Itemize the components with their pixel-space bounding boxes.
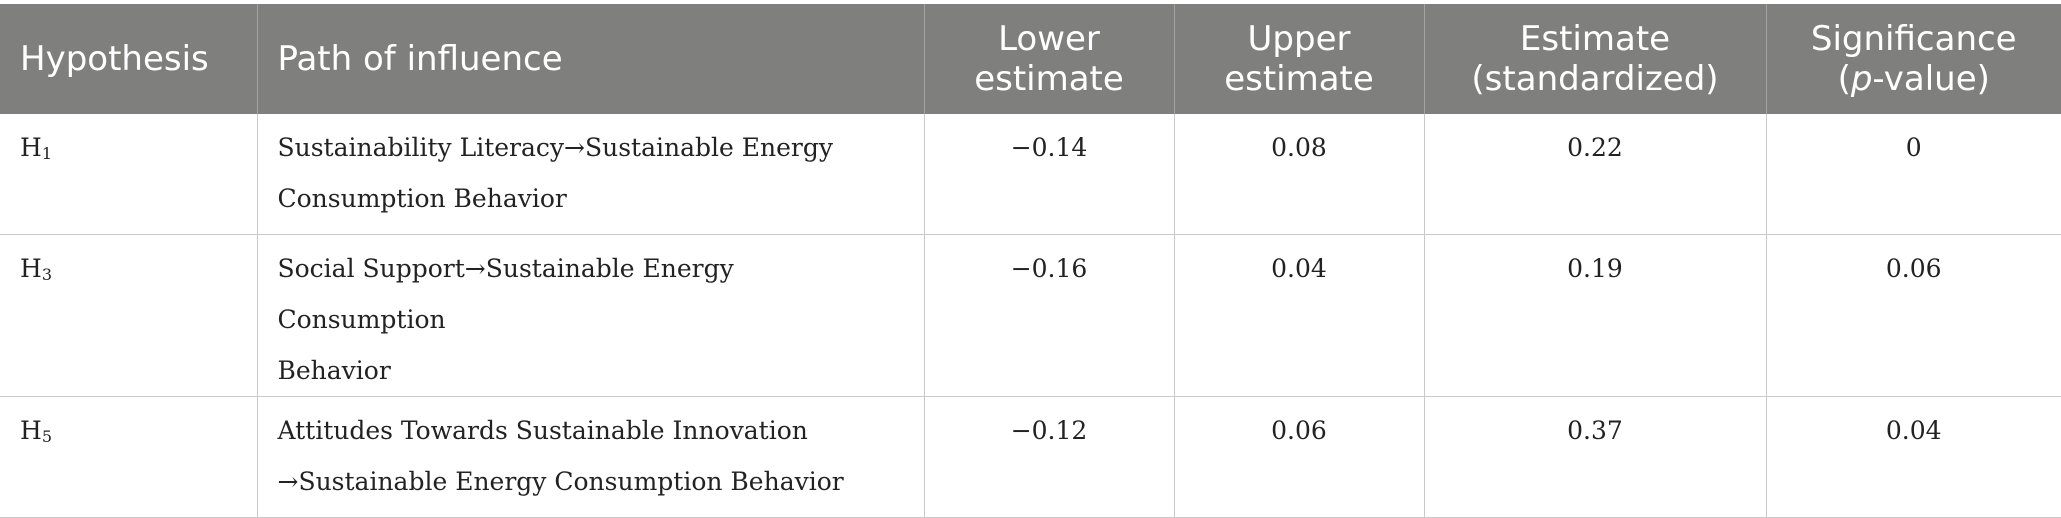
cell-estimate: 0.37 — [1424, 396, 1767, 518]
path-line1: Social Support→Sustainable Energy Consum… — [277, 254, 734, 334]
cell-lower: −0.14 — [924, 114, 1175, 235]
cell-upper: 0.06 — [1174, 396, 1425, 518]
header-estimate-standardized: Estimate (standardized) — [1424, 4, 1767, 114]
header-sig-line2: (p-value) — [1787, 59, 2042, 99]
header-sig-line1: Significance — [1810, 19, 2017, 59]
cell-path: Social Support→Sustainable Energy Consum… — [257, 234, 925, 397]
header-upper-estimate: Upper estimate — [1174, 4, 1425, 114]
cell-lower: −0.12 — [924, 396, 1175, 518]
hyp-subscript: 1 — [41, 144, 52, 163]
path-line1: Sustainability Literacy→Sustainable Ener… — [277, 133, 833, 162]
cell-upper: 0.04 — [1174, 234, 1425, 397]
header-estimate-line2: (standardized) — [1471, 59, 1719, 99]
header-path-label: Path of influence — [277, 39, 563, 79]
header-path-of-influence: Path of influence — [257, 4, 925, 114]
header-sig-open-paren: ( — [1837, 59, 1851, 99]
header-lower-line1: Lower — [998, 19, 1100, 59]
header-sig-p: p — [1850, 59, 1873, 99]
cell-hypothesis: H1 — [0, 114, 258, 235]
cell-path: Attitudes Towards Sustainable Innovation… — [257, 396, 925, 518]
header-hypothesis: Hypothesis — [0, 4, 258, 114]
cell-significance: 0.06 — [1766, 234, 2061, 397]
path-line2: Consumption Behavior — [277, 184, 567, 213]
hyp-subscript: 3 — [41, 265, 52, 284]
cell-upper: 0.08 — [1174, 114, 1425, 235]
path-line2: Behavior — [277, 356, 391, 385]
cell-estimate: 0.19 — [1424, 234, 1767, 397]
hyp-letter: H — [20, 133, 42, 162]
results-table: Hypothesis Path of influence Lower estim… — [0, 4, 2061, 518]
cell-significance: 0.04 — [1766, 396, 2061, 518]
table-row: H1 Sustainability Literacy→Sustainable E… — [0, 114, 2061, 235]
header-lower-line2: estimate — [974, 59, 1124, 99]
hyp-letter: H — [20, 254, 42, 283]
cell-hypothesis: H3 — [0, 234, 258, 397]
table-row: H5 Attitudes Towards Sustainable Innovat… — [0, 396, 2061, 518]
header-significance: Significance (p-value) — [1766, 4, 2061, 114]
cell-lower: −0.16 — [924, 234, 1175, 397]
header-row: Hypothesis Path of influence Lower estim… — [0, 4, 2061, 114]
cell-path: Sustainability Literacy→Sustainable Ener… — [257, 114, 925, 235]
header-hypothesis-label: Hypothesis — [20, 39, 209, 79]
header-sig-rest: -value) — [1872, 59, 1990, 99]
header-upper-line1: Upper — [1247, 19, 1351, 59]
path-line1: Attitudes Towards Sustainable Innovation — [277, 416, 808, 445]
hyp-subscript: 5 — [41, 427, 52, 446]
table-row: H3 Social Support→Sustainable Energy Con… — [0, 234, 2061, 397]
cell-estimate: 0.22 — [1424, 114, 1767, 235]
cell-significance: 0 — [1766, 114, 2061, 235]
cell-hypothesis: H5 — [0, 396, 258, 518]
header-lower-estimate: Lower estimate — [924, 4, 1175, 114]
path-line2: →Sustainable Energy Consumption Behavior — [277, 467, 844, 496]
hyp-letter: H — [20, 416, 42, 445]
header-upper-line2: estimate — [1224, 59, 1374, 99]
header-estimate-line1: Estimate — [1519, 19, 1671, 59]
table-body: H1 Sustainability Literacy→Sustainable E… — [0, 114, 2061, 518]
table-header: Hypothesis Path of influence Lower estim… — [0, 4, 2061, 114]
